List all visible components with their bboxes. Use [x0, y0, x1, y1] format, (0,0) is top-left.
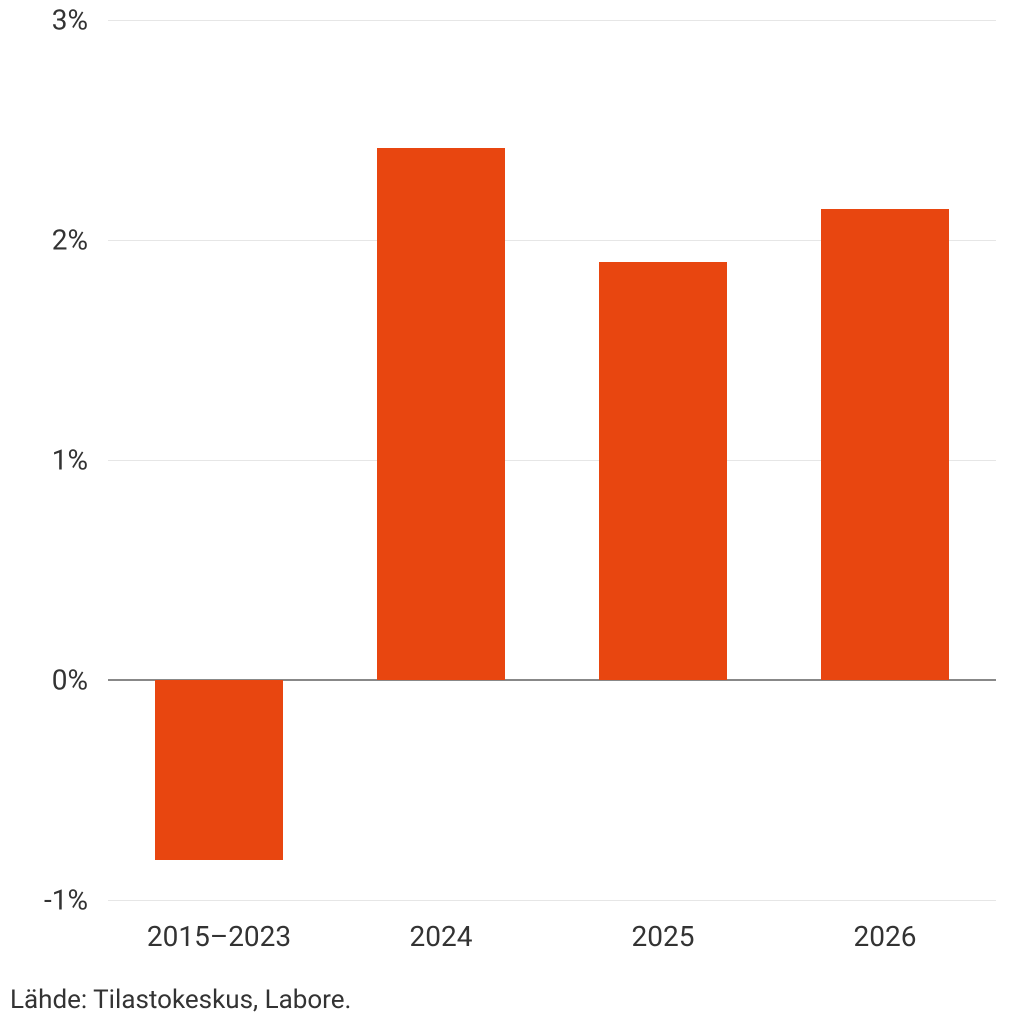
bar: [821, 209, 950, 680]
y-tick-label: 3%: [52, 4, 108, 37]
y-tick-label: 2%: [52, 224, 108, 257]
x-tick-label: 2015–2023: [147, 900, 291, 953]
x-tick-label: 2025: [632, 900, 695, 953]
bar: [599, 262, 728, 680]
y-tick-label: 1%: [52, 444, 108, 477]
y-tick-label: -1%: [44, 884, 108, 917]
plot-area: -1%0%1%2%3%2015–2023202420252026: [108, 20, 996, 900]
x-tick-label: 2026: [854, 900, 917, 953]
bar: [155, 680, 284, 860]
gridline: [108, 20, 996, 21]
y-tick-label: 0%: [52, 664, 108, 697]
bar: [377, 148, 506, 680]
bar-chart: -1%0%1%2%3%2015–2023202420252026 Lähde: …: [0, 0, 1017, 1024]
x-tick-label: 2024: [410, 900, 473, 953]
source-label: Lähde: Tilastokeskus, Labore.: [10, 985, 351, 1015]
